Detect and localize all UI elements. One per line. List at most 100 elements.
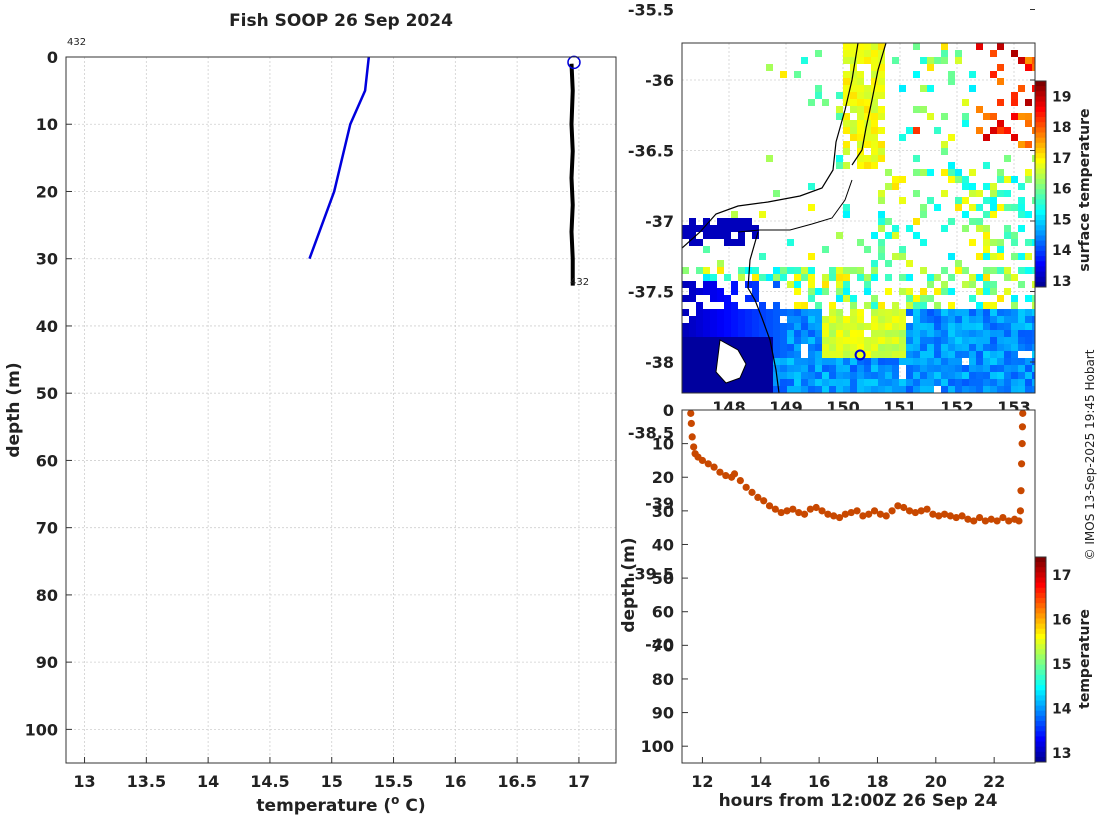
sst-cell [1011,50,1018,57]
sst-cell [843,267,850,274]
sst-cell [787,330,794,337]
sst-cell [1004,386,1011,393]
sst-cell [927,197,934,204]
sst-cell [843,288,850,295]
dt-colorbar-segment [1035,608,1046,614]
sst-cell [703,351,710,358]
sst-cell [1025,309,1032,316]
map-colorbar-segment [1035,81,1046,87]
sst-cell [836,288,843,295]
sst-cell [689,281,696,288]
sst-cell [738,274,745,281]
sst-cell [913,190,920,197]
sst-cell [822,281,829,288]
sst-cell [717,267,724,274]
sst-cell [899,330,906,337]
sst-cell [857,57,864,64]
left-x-tick-label: 16 [444,772,466,791]
dt-colorbar-segment [1035,582,1046,589]
sst-cell [1025,99,1032,106]
depth-time-point [993,517,1001,525]
sst-cell [955,379,962,386]
map-colorbar-segment [1035,240,1046,247]
sst-cell [920,295,927,302]
sst-cell [871,379,878,386]
depth-time-point [835,513,844,522]
xlabel-unit: C) [399,796,425,816]
sst-cell [1025,295,1032,302]
sst-cell [864,113,871,120]
depth-time-point [999,513,1007,522]
map-y-tick-label: -38.5 [628,424,674,443]
sst-cell [836,309,843,316]
sst-cell [703,225,710,232]
sst-cell [773,309,780,316]
sst-cell [983,113,990,120]
sst-cell [822,288,829,295]
left-series-layer [308,55,581,286]
sst-cell [878,85,885,92]
left-x-tick-label: 13.5 [127,772,166,791]
sst-cell [948,134,955,141]
dt-colorbar-segment [1035,557,1046,563]
sst-cell [997,120,1004,127]
sst-cell [703,232,710,239]
depth-time-point [1015,517,1023,525]
depth-time-point [917,507,925,515]
sst-cell [878,323,885,330]
map-colorbar-tick-label: 15 [1052,212,1071,228]
sst-cell [752,358,759,365]
sst-cell [871,127,878,134]
sst-cell [794,337,801,344]
sst-cell [808,288,815,295]
sst-cell [682,351,689,358]
depth-time-point [716,468,724,476]
sst-cell [808,316,815,323]
sst-cell [1018,267,1025,274]
sst-cell [927,351,934,358]
sst-cell [773,281,780,288]
dt-x-tick-label: 22 [983,772,1005,791]
sst-cell [913,155,920,162]
sst-cell [815,372,822,379]
sst-cell [1032,337,1035,344]
sst-cell [948,344,955,351]
depth-time-point [958,512,966,520]
sst-cell [1004,365,1011,372]
sst-cell [801,316,808,323]
sst-cell [920,267,927,274]
sst-cell [1018,372,1025,379]
sst-cell [983,246,990,253]
sst-cell [948,288,955,295]
sst-cell [710,330,717,337]
sst-cell [703,281,710,288]
sst-cell [759,372,766,379]
sst-cell [864,127,871,134]
sst-cell [934,274,941,281]
sst-cell [990,344,997,351]
dt-colorbar-segment [1035,577,1046,584]
sst-cell [766,386,773,393]
sst-cell [1004,323,1011,330]
sst-cell [920,211,927,218]
sst-cell [920,204,927,211]
sst-cell [913,379,920,386]
sst-cell [871,316,878,323]
sst-cell [892,302,899,309]
sst-cell [941,316,948,323]
sst-cell [871,267,878,274]
sst-cell [850,316,857,323]
sst-cell [864,344,871,351]
sst-cell [773,267,780,274]
sst-cell [857,337,864,344]
sst-cell [850,134,857,141]
sst-cell [969,169,976,176]
sst-cell [913,316,920,323]
sst-cell [1025,379,1032,386]
sst-cell [773,351,780,358]
sst-cell [871,337,878,344]
sst-cell [696,225,703,232]
sst-cell [689,379,696,386]
sst-cell [990,253,997,260]
sst-cell [962,351,969,358]
